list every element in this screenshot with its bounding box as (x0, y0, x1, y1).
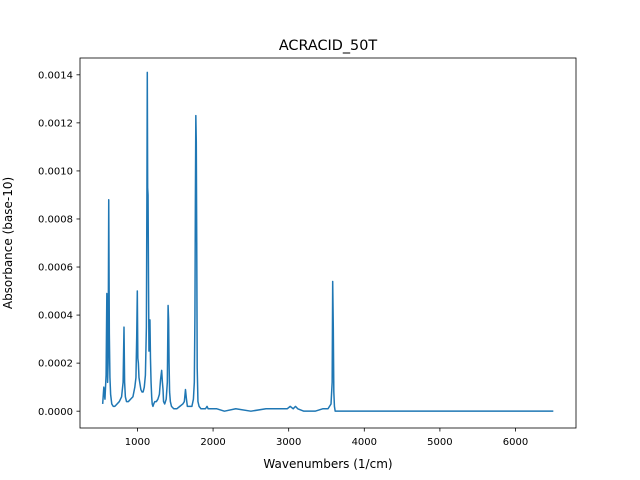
y-axis-label: Absorbance (base-10) (1, 177, 15, 309)
x-tick-label: 5000 (427, 437, 452, 448)
y-tick-label: 0.0014 (38, 70, 73, 81)
y-axis: 0.0000 0.0002 0.0004 0.0006 0.0008 0.0010 0.00… (38, 70, 80, 418)
x-tick-label: 4000 (352, 437, 377, 448)
x-axis-label: Wavenumbers (1/cm) (263, 457, 392, 471)
y-tick-label: 0.0008 (38, 215, 73, 226)
y-tick-label: 0.0010 (38, 167, 73, 178)
x-tick-label: 3000 (276, 437, 301, 448)
axes-frame (79, 57, 577, 429)
y-tick-label: 0.0006 (38, 263, 73, 274)
x-tick-label: 2000 (200, 437, 225, 448)
x-axis: 1000 2000 3000 4000 5000 6000 (125, 428, 528, 448)
plot-frame (80, 58, 576, 428)
x-tick-label: 6000 (503, 437, 528, 448)
series-layer (101, 71, 554, 412)
plot-area (79, 57, 577, 429)
y-tick-label: 0.0000 (38, 407, 73, 418)
axes-border (79, 57, 577, 429)
chart-title: ACRACID_50T (279, 38, 378, 54)
x-tick-label: 1000 (125, 437, 150, 448)
y-tick-label: 0.0012 (38, 118, 73, 129)
y-tick-label: 0.0002 (38, 359, 73, 370)
series-line-0 (101, 71, 554, 412)
y-tick-label: 0.0004 (38, 311, 73, 322)
